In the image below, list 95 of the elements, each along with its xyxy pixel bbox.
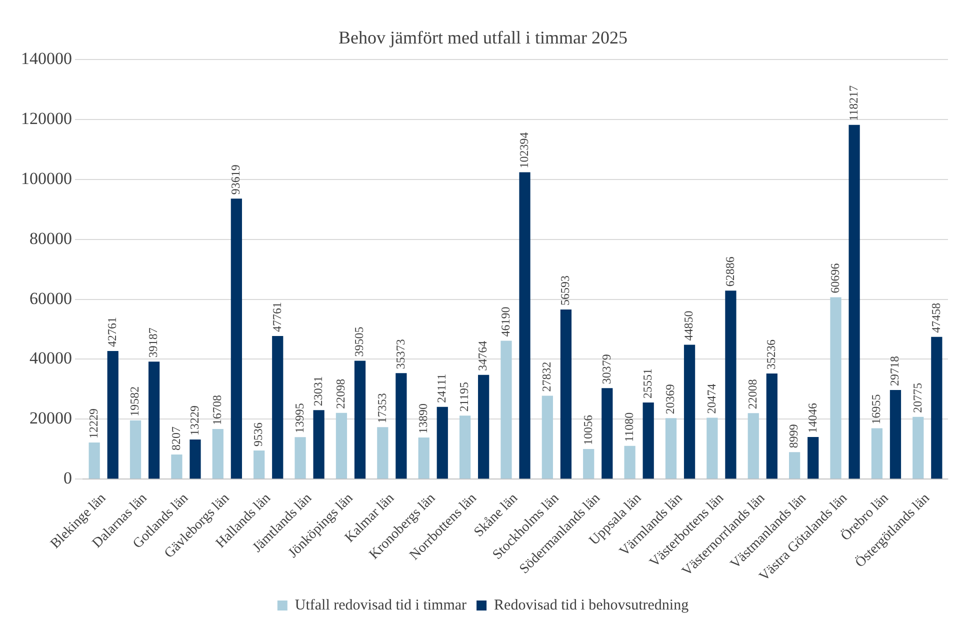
data-label: 13229 — [187, 405, 202, 436]
bar — [665, 418, 677, 479]
data-label: 24111 — [434, 374, 449, 403]
data-label: 16955 — [869, 394, 884, 424]
data-label: 20474 — [704, 384, 718, 414]
data-label: 13995 — [292, 403, 306, 434]
bar — [560, 310, 572, 479]
data-label: 27832 — [540, 362, 554, 392]
bar — [294, 437, 306, 479]
data-label: 9536 — [251, 422, 266, 447]
bar — [602, 388, 613, 479]
bar — [684, 344, 696, 479]
data-label: 102394 — [516, 132, 531, 168]
bar — [272, 336, 284, 479]
bar — [171, 454, 182, 479]
bar — [624, 446, 636, 479]
data-label: 17353 — [374, 393, 389, 424]
data-label: 44850 — [682, 310, 696, 341]
bar — [848, 124, 860, 479]
legend-label: Utfall redovisad tid i timmar — [294, 597, 467, 614]
bar — [748, 413, 759, 479]
bar — [542, 396, 553, 479]
data-label: 23031 — [310, 376, 325, 406]
bar — [871, 428, 883, 479]
legend-label: Redovisad tid i behovsutredning — [494, 597, 690, 614]
data-label: 10056 — [580, 414, 595, 445]
data-label: 22008 — [746, 379, 760, 410]
data-label: 35373 — [393, 339, 408, 370]
data-label: 8999 — [786, 424, 801, 448]
bar — [725, 290, 736, 479]
bar — [148, 362, 160, 479]
data-label: 30379 — [599, 354, 614, 384]
y-tick-label: 80000 — [30, 228, 72, 248]
bar — [436, 406, 448, 479]
bar — [583, 448, 594, 479]
data-label: 13890 — [416, 403, 430, 434]
y-tick-label: 120000 — [21, 108, 72, 128]
bar — [418, 437, 430, 479]
bar — [808, 437, 819, 479]
bar — [642, 402, 654, 479]
bar — [396, 373, 407, 479]
bar — [190, 439, 201, 479]
data-label: 25551 — [640, 368, 654, 399]
bar — [766, 374, 778, 479]
bar — [890, 390, 902, 479]
bar — [88, 442, 100, 479]
bar — [706, 418, 718, 479]
data-label: 22098 — [334, 378, 348, 409]
bar — [830, 297, 842, 479]
bar — [500, 340, 512, 479]
data-label: 29718 — [888, 356, 902, 386]
data-label: 34764 — [476, 340, 490, 371]
data-label: 11080 — [622, 412, 636, 442]
data-label: 19582 — [128, 386, 142, 416]
y-tick-label: 100000 — [21, 168, 72, 188]
bar — [254, 450, 265, 479]
bar — [130, 420, 142, 479]
y-tick-label: 20000 — [30, 408, 72, 428]
data-label: 60696 — [828, 263, 842, 294]
y-tick-label: 140000 — [21, 49, 72, 68]
bar — [377, 427, 388, 479]
data-label: 12229 — [86, 408, 100, 438]
bar — [230, 198, 242, 479]
bar — [212, 429, 224, 479]
bar — [478, 374, 490, 479]
data-label: 47458 — [928, 302, 943, 333]
data-label: 93619 — [228, 164, 243, 195]
data-label: 62886 — [722, 256, 737, 287]
bar — [519, 172, 530, 479]
bar — [459, 416, 471, 479]
data-label: 16708 — [210, 395, 224, 426]
y-tick-label: 60000 — [30, 288, 72, 308]
bar — [931, 336, 942, 479]
data-label: 20775 — [910, 382, 924, 413]
chart-title: Behov jämfört med utfall i timmar 2025 — [338, 28, 628, 48]
bar — [789, 452, 800, 479]
data-label: 46190 — [498, 306, 512, 337]
bar — [912, 416, 924, 479]
data-label: 42761 — [105, 316, 120, 347]
bar — [336, 412, 348, 479]
data-label: 56593 — [558, 276, 572, 306]
bar — [313, 410, 324, 479]
y-tick-label: 0 — [64, 468, 72, 488]
data-label: 35236 — [764, 340, 778, 370]
data-label: 39505 — [352, 326, 366, 357]
data-label: 21195 — [457, 382, 472, 412]
data-label: 118217 — [846, 85, 860, 121]
data-label: 39187 — [146, 328, 160, 358]
data-label: 14046 — [805, 403, 820, 434]
bar — [354, 360, 366, 479]
data-label: 47761 — [270, 302, 284, 332]
data-label: 20369 — [663, 384, 678, 414]
bar — [107, 350, 118, 479]
data-label: 8207 — [168, 426, 183, 451]
y-tick-label: 40000 — [30, 348, 72, 368]
